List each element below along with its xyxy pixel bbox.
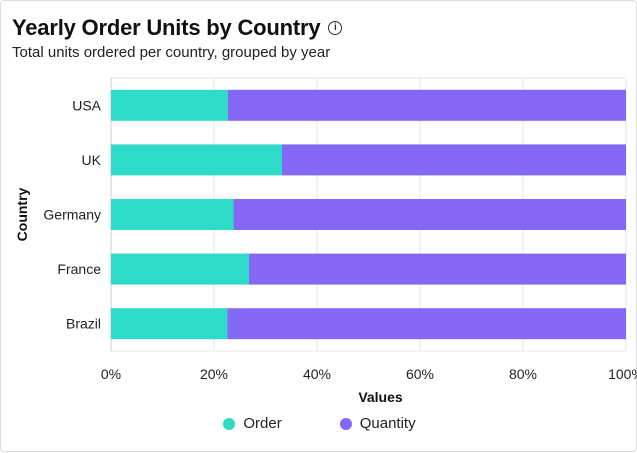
legend-item-quantity[interactable]: Quantity: [339, 415, 416, 432]
legend-swatch-order: [223, 417, 236, 430]
y-tick-label: Brazil: [66, 316, 101, 332]
title-row: Yearly Order Units by Country i: [12, 15, 343, 41]
bar-quantity-usa[interactable]: [227, 89, 626, 121]
bar-quantity-germany[interactable]: [233, 199, 626, 230]
x-tick-label: 40%: [303, 366, 331, 382]
bar-order-brazil[interactable]: [111, 308, 228, 340]
bar-quantity-brazil[interactable]: [227, 308, 626, 340]
bar-order-france[interactable]: [111, 253, 250, 285]
legend-item-order[interactable]: Order: [223, 415, 282, 432]
y-tick-label: Germany: [43, 207, 101, 223]
bar-quantity-uk[interactable]: [281, 144, 626, 176]
y-tick-label: France: [57, 261, 101, 277]
chart-subtitle: Total units ordered per country, grouped…: [12, 44, 331, 61]
legend-swatch-quantity: [339, 417, 352, 430]
y-axis-title: Country: [14, 187, 30, 241]
legend: Order Quantity: [1, 415, 637, 432]
bar-order-germany[interactable]: [111, 199, 234, 230]
y-tick-label: USA: [72, 97, 101, 113]
bar-order-usa[interactable]: [111, 89, 228, 121]
y-tick-label: UK: [82, 152, 102, 168]
info-icon[interactable]: i: [328, 21, 343, 35]
x-tick-label: 20%: [200, 366, 228, 382]
bar-quantity-france[interactable]: [249, 253, 626, 285]
x-tick-label: 100%: [608, 366, 637, 382]
x-axis-title: Values: [358, 389, 403, 405]
legend-label-quantity: Quantity: [359, 415, 416, 432]
x-tick-label: 80%: [509, 366, 537, 382]
chart-title: Yearly Order Units by Country: [12, 15, 321, 40]
legend-label-order: Order: [243, 415, 282, 432]
x-tick-label: 60%: [406, 366, 434, 382]
bar-order-uk[interactable]: [111, 144, 282, 176]
x-tick-label: 0%: [101, 366, 121, 382]
